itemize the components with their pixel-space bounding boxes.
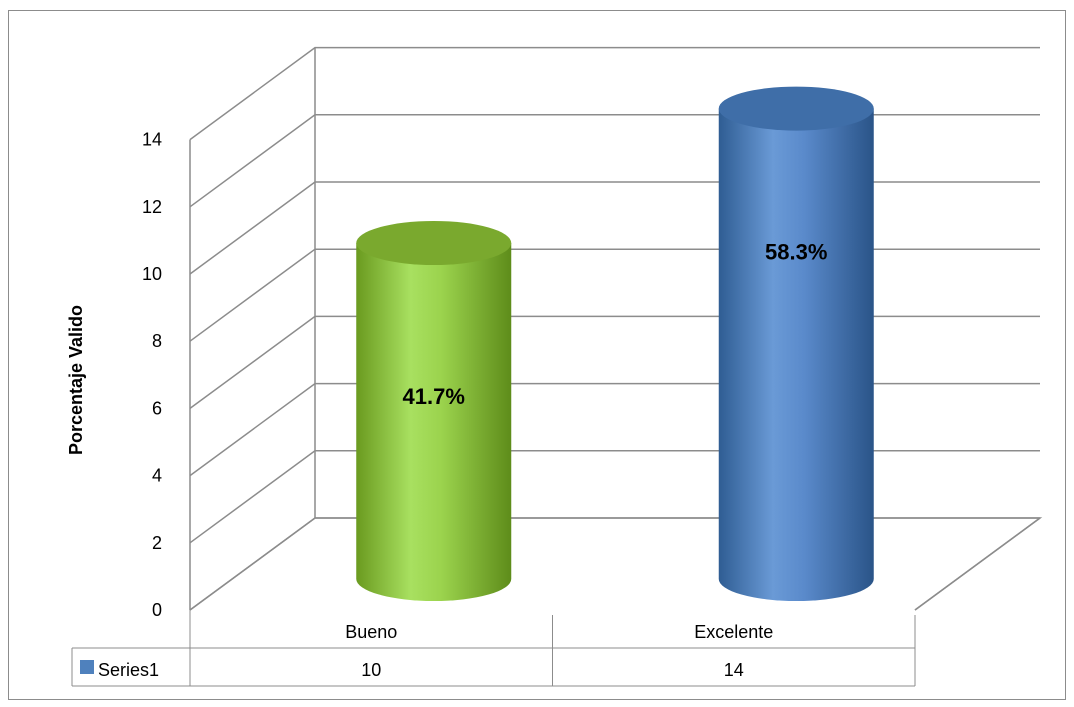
data-label: 41.7% <box>403 384 465 409</box>
cylinder-body <box>718 108 874 601</box>
data-labels: 41.7% 58.3% <box>403 240 828 409</box>
y-axis: 0 2 4 6 8 10 12 14 <box>142 130 162 620</box>
y-tick-label: 12 <box>142 197 162 217</box>
bars <box>356 86 874 601</box>
category-label: Bueno <box>345 622 397 642</box>
floor-outline <box>189 517 1043 611</box>
y-tick-label: 0 <box>152 600 162 620</box>
cylinder-top <box>718 86 874 131</box>
gridline <box>189 450 1040 544</box>
floor-right-edge <box>914 517 1041 611</box>
gridline <box>189 517 1040 611</box>
gridline <box>189 114 1040 208</box>
y-tick-label: 4 <box>152 466 162 486</box>
table-value: 10 <box>361 660 381 680</box>
y-tick-label: 2 <box>152 533 162 553</box>
gridline <box>189 46 1040 141</box>
cylinder-body <box>356 243 512 601</box>
gridline <box>189 315 1040 410</box>
data-table: Bueno 10 Excelente 14 Series1 <box>71 610 916 687</box>
gridline <box>189 181 1040 275</box>
bar <box>718 86 874 601</box>
y-axis-title: Porcentaje Valido <box>66 305 86 455</box>
y-tick-label: 8 <box>152 331 162 351</box>
y-tick-label: 10 <box>142 264 162 284</box>
gridline <box>189 382 1040 477</box>
category-label: Excelente <box>694 622 773 642</box>
table-value: 14 <box>724 660 744 680</box>
gridlines <box>189 46 1043 611</box>
bar <box>356 221 512 601</box>
gridline <box>189 248 1040 342</box>
chart-frame <box>8 10 1066 700</box>
legend-label: Series1 <box>98 660 159 680</box>
cylinder-top <box>356 221 512 265</box>
legend-swatch <box>80 660 94 674</box>
y-tick-label: 14 <box>142 130 162 150</box>
data-label: 58.3% <box>765 240 827 265</box>
y-tick-label: 6 <box>152 398 162 418</box>
